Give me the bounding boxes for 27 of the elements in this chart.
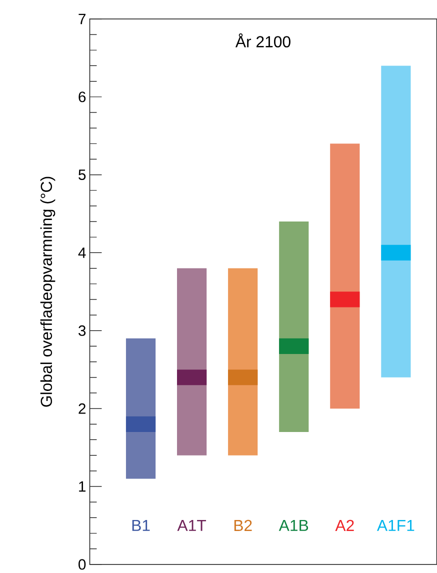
x-tick-label: B2 bbox=[234, 520, 252, 531]
y-tick-label: 3 bbox=[78, 325, 86, 336]
x-tick-label: A1T bbox=[177, 520, 206, 531]
y-axis-title: Global overfladeopvarmning (°C) bbox=[40, 176, 56, 407]
text: År 2100 bbox=[235, 33, 290, 48]
y-tick-label: 0 bbox=[78, 559, 86, 570]
bar bbox=[126, 416, 156, 432]
bar bbox=[228, 268, 258, 456]
x-tick-label: A1F1 bbox=[376, 520, 414, 531]
x-tick-label: A2 bbox=[335, 520, 354, 531]
x-tick-label: B1 bbox=[132, 520, 150, 531]
bar bbox=[176, 370, 207, 386]
bar bbox=[330, 144, 360, 409]
y-tick-label: 7 bbox=[78, 14, 86, 24]
y-tick-label: 6 bbox=[78, 92, 86, 102]
bar bbox=[278, 338, 309, 354]
bar bbox=[228, 370, 258, 386]
y-tick-label: 2 bbox=[78, 403, 86, 414]
y-tick-label: 1 bbox=[78, 481, 86, 492]
bar bbox=[176, 268, 207, 456]
bar bbox=[330, 292, 360, 308]
bar bbox=[381, 66, 411, 378]
y-tick-label: 4 bbox=[78, 248, 86, 258]
bar bbox=[278, 222, 309, 432]
y-tick-label: 5 bbox=[78, 170, 86, 180]
x-tick-label: A1B bbox=[278, 520, 308, 531]
bar bbox=[381, 244, 411, 261]
